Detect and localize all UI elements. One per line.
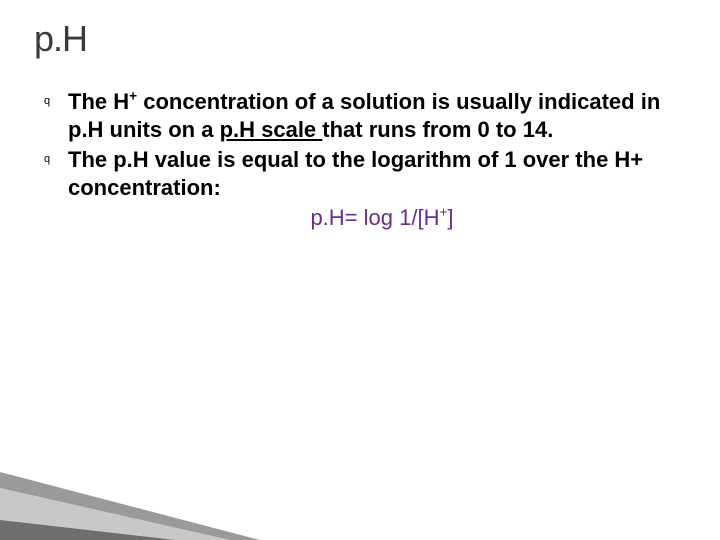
decor-band [0, 520, 175, 540]
bullet-marker-icon: q [44, 152, 50, 166]
underlined-text: p.H scale [220, 117, 323, 142]
slide-body: q The H+ concentration of a solution is … [34, 88, 686, 231]
bullet-marker-icon: q [44, 94, 50, 108]
formula-text: ] [447, 205, 453, 230]
decor-band [0, 472, 260, 540]
slide: p.H q The H+ concentration of a solution… [0, 0, 720, 540]
decor-band [0, 472, 260, 540]
bullet-text-part: that runs from 0 to 14. [322, 117, 553, 142]
formula-line: p.H= log 1/[H+] [68, 205, 666, 231]
bullet-item: q The H+ concentration of a solution is … [68, 88, 666, 144]
bullet-text-part: The p.H value is equal to the logarithm … [68, 147, 643, 200]
slide-title: p.H [34, 18, 686, 60]
decor-band [0, 488, 230, 540]
formula-text: p.H= log 1/[H [310, 205, 439, 230]
bullet-item: q The p.H value is equal to the logarith… [68, 146, 666, 202]
superscript: + [129, 89, 137, 104]
corner-decor-icon [0, 430, 280, 540]
bullet-text-part: The H [68, 89, 129, 114]
